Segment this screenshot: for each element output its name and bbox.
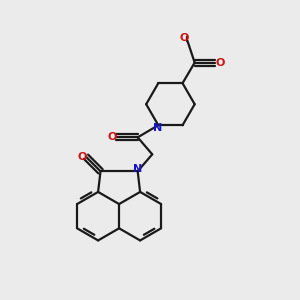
Text: O: O — [107, 132, 116, 142]
Text: O: O — [215, 58, 225, 68]
Text: O: O — [179, 34, 189, 44]
Text: N: N — [133, 164, 142, 173]
Text: O: O — [77, 152, 86, 162]
Text: N: N — [152, 122, 162, 133]
